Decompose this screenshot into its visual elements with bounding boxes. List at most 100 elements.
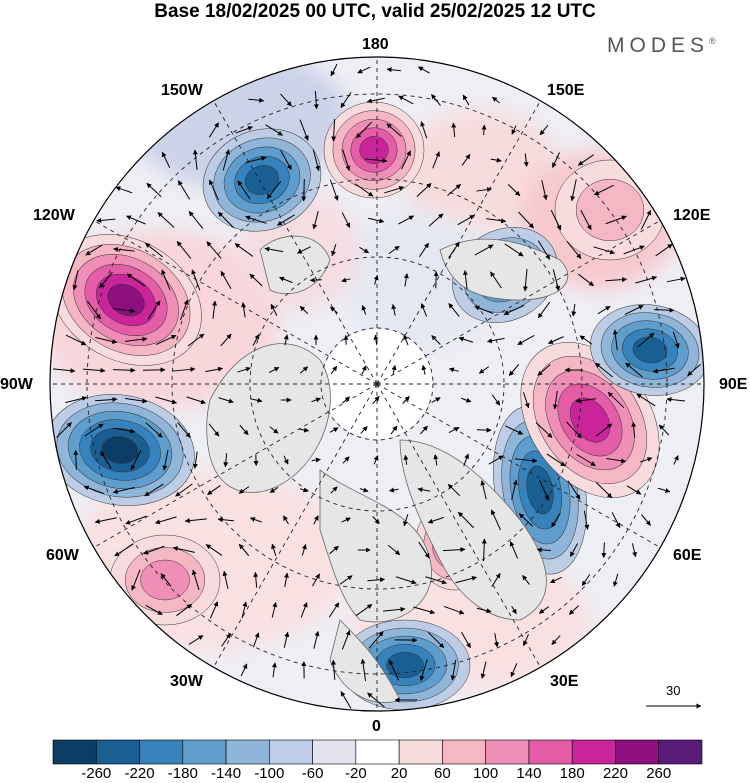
wind-arrow [605,215,627,225]
colorbar-swatch [485,739,530,765]
wind-arrow [447,183,462,197]
wind-arrow [448,427,460,433]
wind-arrow [673,455,679,465]
wind-arrow [144,483,164,497]
wind-arrow [522,269,528,292]
wind-arrow [491,509,501,531]
wind-arrow [535,422,553,438]
wind-arrow [299,366,309,374]
wind-arrow [125,397,148,404]
wind-arrow [420,425,428,435]
wind-arrow [172,546,195,553]
wind-arrow [566,241,582,259]
wind-arrow [192,149,198,171]
wind-arrow [176,603,192,617]
wind-arrow [403,454,409,465]
wind-arrow [221,633,231,647]
wind-arrow [372,395,380,405]
contour-ring [359,136,389,164]
colorbar-tick-label: -180 [167,765,198,782]
wind-arrow [384,185,405,194]
wind-arrow [342,456,350,464]
lon-label-90w: 90W [0,376,33,393]
wind-arrow [539,124,549,136]
wind-arrow [311,457,321,463]
wind-arrow [312,149,321,172]
wind-arrow [420,303,428,317]
wind-arrow [240,663,248,677]
wind-arrow [505,425,524,435]
lon-label-30e: 30E [550,673,579,690]
wind-arrow [342,149,351,171]
wind-arrow [624,304,644,316]
wind-arrow [145,422,163,438]
wind-arrow [481,538,487,562]
wind-arrow [391,304,397,316]
wind-arrow [448,367,459,373]
wind-arrow [313,91,319,110]
wind-arrow [209,179,219,201]
wind-arrow [626,485,642,495]
wind-arrow [311,573,321,587]
wind-arrow [83,485,105,495]
lon-label-120w: 120W [33,207,75,224]
wind-arrow [253,571,259,588]
wind-arrow [605,277,628,283]
wind-arrow [217,211,235,229]
wind-arrow [450,659,457,681]
wind-arrow [579,335,593,345]
contour-ring [244,165,280,195]
wind-arrow [593,246,616,255]
wind-arrow [546,453,566,467]
colorbar-swatch [571,739,616,765]
wind-arrow [208,423,220,437]
wind-arrow [330,63,338,77]
colorbar-swatch [139,739,184,765]
wind-arrow [271,662,277,678]
wind-arrow [417,66,430,74]
wind-arrow [455,575,478,584]
lon-label-30w: 30W [170,673,203,690]
lon-label-150w: 150W [161,82,203,99]
wind-arrow [180,299,189,321]
wind-arrow [234,243,254,257]
wind-arrow [264,246,284,253]
wind-arrow [300,602,308,618]
wind-arrow [493,633,499,648]
wind-arrow [155,396,178,405]
wind-arrow [625,362,643,378]
wind-arrow [56,422,72,438]
wind-arrow [283,515,289,525]
wind-arrow [366,97,385,104]
wind-arrow [510,663,518,678]
lon-label-60e: 60E [673,547,702,564]
anomaly-blob [400,110,560,230]
wind-arrow [523,634,529,647]
colorbar-tick-label: 180 [559,765,585,782]
wind-arrow [360,658,367,681]
wind-arrow [191,269,201,291]
wind-arrow [249,517,262,523]
wind-arrow [631,421,637,438]
wind-arrow [391,364,397,375]
wind-arrow [161,269,171,291]
lon-label-0: 0 [372,718,381,735]
wind-arrow [432,151,440,169]
wind-arrow [96,217,116,223]
wind-arrow [666,276,686,283]
wind-arrow [570,179,577,202]
wind-arrow [451,122,457,137]
wind-arrow [517,334,535,346]
wind-arrow [443,605,465,615]
wind-arrow [340,92,352,109]
wind-arrow [522,392,530,409]
wind-arrow [518,211,534,229]
wind-arrow [245,215,267,224]
wind-arrow [567,480,581,500]
wind-arrow [641,514,651,526]
wind-arrow [431,335,441,345]
wind-arrow [331,118,337,142]
lon-label-60w: 60W [46,547,79,564]
wind-arrow [551,635,561,645]
wind-arrow [537,301,551,319]
